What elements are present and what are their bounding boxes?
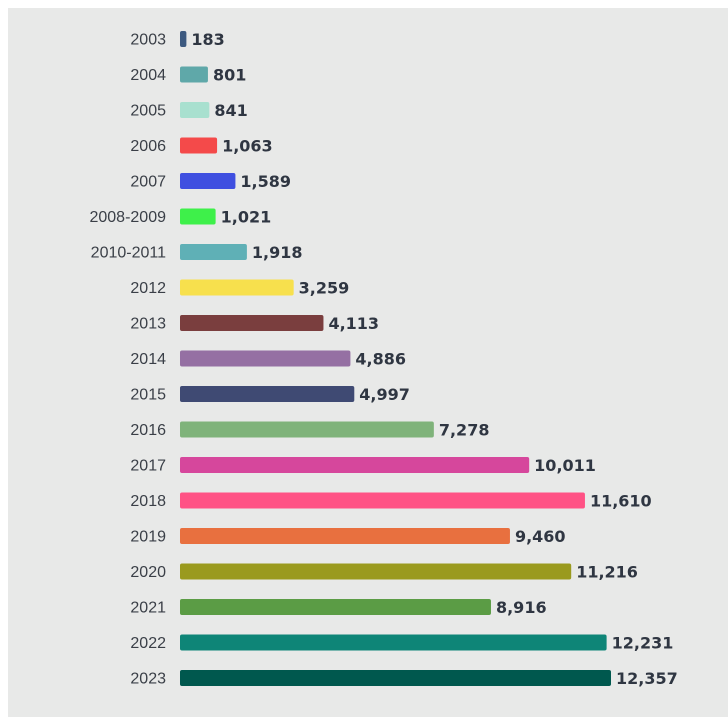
value-label: 8,916: [496, 598, 547, 617]
category-label: 2005: [130, 103, 166, 120]
category-label: 2022: [130, 635, 166, 652]
value-label: 4,997: [359, 385, 410, 404]
value-label: 4,886: [355, 350, 406, 369]
bar: [180, 31, 187, 47]
value-label: 12,357: [616, 669, 678, 688]
category-label: 2018: [130, 493, 166, 510]
value-label: 3,259: [299, 279, 350, 298]
bar: [180, 173, 236, 189]
bar: [180, 670, 611, 686]
category-label: 2012: [130, 280, 166, 297]
value-label: 841: [214, 101, 247, 120]
category-label: 2016: [130, 422, 166, 439]
value-label: 10,011: [534, 456, 596, 475]
category-label: 2020: [130, 564, 166, 581]
category-label: 2004: [130, 67, 166, 84]
bar: [180, 66, 208, 83]
category-label: 2023: [130, 671, 166, 688]
bar: [180, 137, 218, 154]
chart-panel: 2003 183 2004 801 2005 841 2006 1,063 2007 1,589 2…: [8, 8, 728, 717]
bar-chart: 2003 183 2004 801 2005 841 2006 1,063 2007 1,589 2…: [89, 30, 678, 688]
value-label: 11,216: [576, 563, 638, 582]
category-label: 2010-2011: [91, 245, 166, 262]
category-label: 2015: [130, 387, 166, 404]
value-label: 7,278: [439, 421, 490, 440]
value-label: 1,063: [222, 137, 273, 156]
category-label: 2019: [130, 529, 166, 546]
bar: [180, 528, 510, 544]
value-label: 12,231: [612, 634, 674, 653]
bar: [180, 386, 355, 402]
category-label: 2017: [130, 458, 166, 475]
value-label: 11,610: [590, 492, 652, 511]
category-label: 2014: [130, 351, 166, 368]
category-label: 2007: [130, 174, 166, 191]
category-label: 2008-2009: [89, 209, 166, 226]
bar: [180, 244, 247, 260]
bar: [180, 279, 294, 296]
category-label: 2006: [130, 138, 166, 155]
value-label: 1,589: [240, 172, 291, 191]
category-label: 2021: [130, 600, 166, 617]
bar: [180, 457, 530, 473]
category-label: 2013: [130, 316, 166, 333]
bar: [180, 350, 351, 367]
bar: [180, 315, 324, 331]
bar: [180, 599, 491, 615]
value-label: 183: [191, 30, 224, 49]
bar: [180, 634, 607, 651]
value-label: 801: [213, 66, 246, 85]
category-label: 2003: [130, 32, 166, 49]
value-label: 9,460: [515, 527, 566, 546]
bar: [180, 208, 216, 225]
value-label: 1,918: [252, 243, 303, 262]
value-label: 1,021: [221, 208, 272, 227]
bar: [180, 492, 585, 509]
bar: [180, 421, 434, 438]
bar: [180, 102, 210, 118]
value-label: 4,113: [328, 314, 379, 333]
bar: [180, 563, 572, 580]
